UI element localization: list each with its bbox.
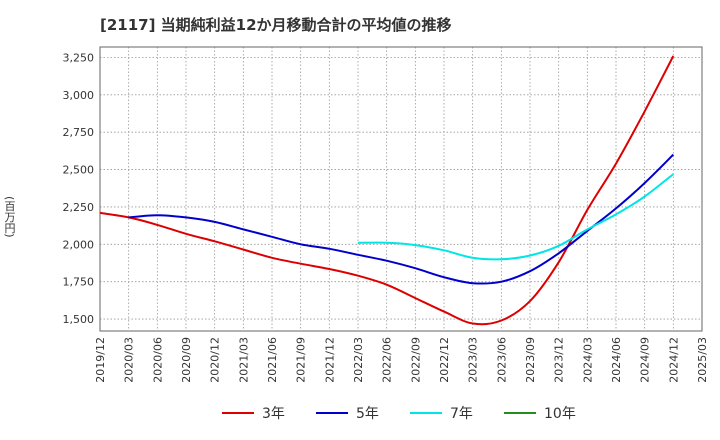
x-tick-label: 2023/09 (524, 337, 537, 383)
x-tick-label: 2020/09 (180, 337, 193, 383)
x-tick-label: 2020/12 (209, 337, 222, 383)
plot-frame (99, 46, 703, 332)
series-lines (99, 55, 675, 326)
chart-title: [2117] 当期純利益12か月移動合計の平均値の推移 (100, 16, 452, 34)
grid-lines (99, 47, 703, 331)
plot-border (99, 46, 703, 332)
x-tick-label: 2022/06 (381, 337, 394, 383)
x-tick-label: 2024/09 (639, 337, 652, 383)
y-tick-label: 1,750 (63, 276, 95, 289)
y-tick-label: 2,750 (63, 126, 95, 139)
y-tick-label: 2,250 (63, 201, 95, 214)
series-line-5年 (128, 153, 675, 285)
x-tick-label: 2019/12 (94, 337, 107, 383)
x-tick-label: 2021/06 (266, 337, 279, 383)
x-tick-label: 2022/03 (352, 337, 365, 383)
x-axis-ticks: 2019/12 2020/03 2020/06 2020/09 2020/12 2021/… (94, 337, 709, 383)
x-tick-label: 2023/03 (467, 337, 480, 383)
y-tick-label: 3,000 (63, 89, 95, 102)
x-tick-label: 2021/12 (323, 337, 336, 383)
legend-label: 10年 (544, 406, 576, 422)
x-tick-label: 2020/03 (123, 337, 136, 383)
x-tick-label: 2025/03 (696, 337, 709, 383)
legend-label: 5年 (356, 406, 379, 422)
x-tick-label: 2023/06 (495, 337, 508, 383)
x-tick-label: 2024/03 (581, 337, 594, 383)
y-tick-label: 3,250 (63, 51, 95, 64)
y-tick-label: 2,500 (63, 164, 95, 177)
y-tick-label: 2,000 (63, 238, 95, 251)
x-tick-label: 2020/06 (151, 337, 164, 383)
x-tick-label: 2022/12 (438, 337, 451, 383)
x-tick-label: 2021/03 (237, 337, 250, 383)
series-line-7年 (357, 173, 674, 261)
series-line-3年 (99, 55, 675, 326)
x-tick-label: 2021/09 (295, 337, 308, 383)
y-axis-label: (百万円) (3, 196, 16, 238)
x-tick-label: 2023/12 (553, 337, 566, 383)
x-tick-label: 2024/12 (667, 337, 680, 383)
legend-label: 3年 (262, 406, 285, 422)
x-tick-label: 2022/09 (409, 337, 422, 383)
y-axis-ticks: 1,500 1,750 2,000 2,250 2,500 2,750 3,000 3,250 (63, 51, 95, 326)
legend-label: 7年 (450, 406, 473, 422)
x-tick-label: 2024/06 (610, 337, 623, 383)
y-tick-label: 1,500 (63, 313, 95, 326)
legend: 3年 5年 7年 10年 (222, 406, 576, 422)
